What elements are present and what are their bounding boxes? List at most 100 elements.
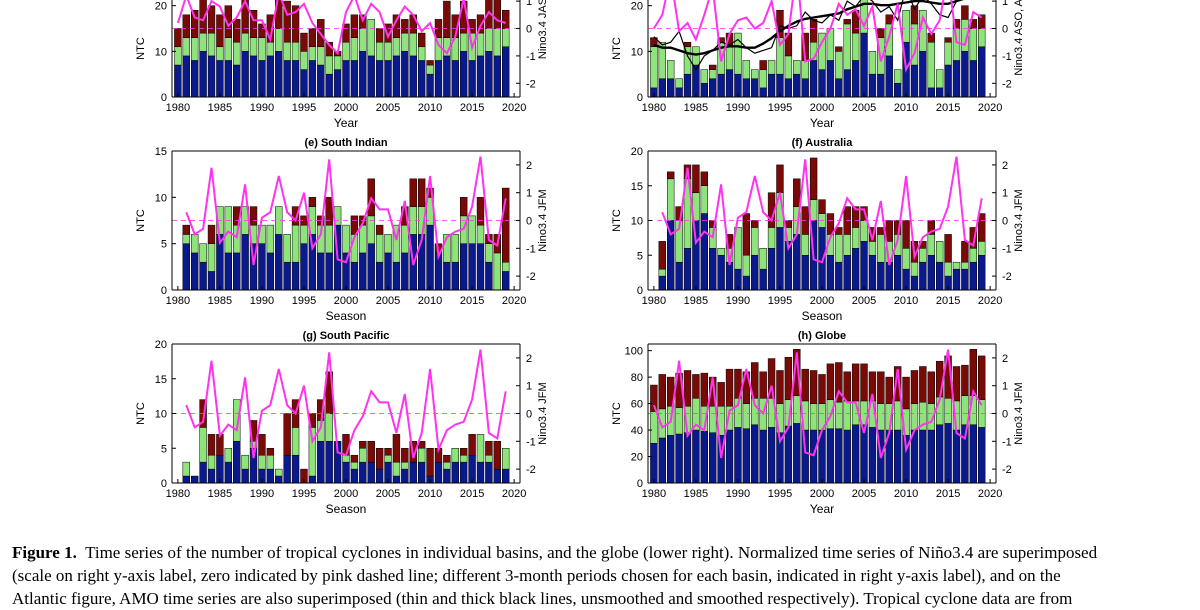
x-tick-label-d-1995: 1995 — [768, 102, 792, 114]
bar-c-2000-blue — [342, 60, 350, 98]
x-tick-label-g-2015: 2015 — [460, 488, 484, 500]
bar-h-1995-red — [776, 370, 784, 404]
bar-h-2007-red — [877, 371, 885, 404]
y2-tick-label-g-0: 0 — [526, 409, 532, 421]
panel-e: 1980 1985 1990 1995 2000 2005 2010 2015 20200510… — [135, 137, 549, 323]
x-tick-label-e-1995: 1995 — [292, 295, 316, 307]
y-axis-label-e: NTC — [135, 209, 147, 232]
bar-e-1984-green — [207, 243, 216, 272]
x-tick-label-c-2020: 2020 — [502, 102, 526, 114]
bar-c-1997-green — [317, 46, 325, 66]
bar-g-1998-green — [325, 413, 333, 442]
bar-c-1997-blue — [317, 64, 325, 98]
bar-h-2009-red — [893, 366, 902, 402]
y2-tick-label-f-0: 0 — [1002, 216, 1008, 228]
y2-axis-label-f: Nino3.4 JFM — [1013, 189, 1025, 251]
bar-e-2000-green — [342, 224, 350, 254]
bar-e-1995-green — [300, 224, 308, 244]
bar-g-1984-red — [207, 434, 216, 456]
bar-f-2011-green — [910, 261, 919, 277]
bar-g-2019-blue — [502, 468, 510, 484]
bar-e-2019-blue — [502, 271, 510, 291]
bar-h-1991-green — [742, 403, 751, 429]
bar-e-2009-red — [417, 178, 426, 207]
bar-f-1983-blue — [675, 261, 683, 291]
bar-c-2003-blue — [367, 55, 375, 98]
bar-c-1987-green — [233, 41, 241, 66]
y2-axis-label-d: Nino3.4 ASO, AMO — [1013, 0, 1025, 76]
bar-c-1993-red — [283, 0, 291, 43]
bar-e-1981-red — [182, 224, 190, 235]
bar-d-1984-blue — [683, 73, 692, 98]
bar-f-1990-green — [734, 227, 742, 270]
bar-g-1983-green — [199, 427, 207, 463]
bar-d-1981-blue — [658, 78, 666, 98]
bar-e-1981-blue — [182, 243, 190, 291]
bar-h-1994-red — [767, 358, 776, 399]
bar-e-1982-green — [191, 234, 199, 254]
bar-h-1990-red — [734, 368, 742, 399]
bar-h-2006-blue — [868, 427, 877, 484]
bar-f-1989-blue — [725, 261, 734, 291]
bar-h-2016-blue — [952, 429, 961, 484]
bar-c-1994-green — [291, 41, 300, 61]
bar-e-2017-blue — [485, 261, 493, 291]
bar-d-2001-blue — [826, 60, 835, 98]
bar-c-2000-green — [342, 41, 350, 61]
bar-g-1987-green — [233, 399, 241, 442]
bar-f-2016-green — [952, 261, 961, 270]
bar-d-1981-green — [658, 41, 666, 79]
y-axis-label-d: NTC — [611, 37, 623, 60]
bar-f-2013-green — [927, 234, 935, 256]
bar-h-2014-blue — [935, 424, 944, 484]
bar-g-1988-green — [241, 454, 249, 470]
bar-g-2006-green — [392, 461, 401, 477]
x-tick-label-e-1980: 1980 — [166, 295, 190, 307]
bar-c-2009-blue — [417, 60, 426, 98]
bar-f-2018-green — [969, 248, 977, 263]
x-tick-label-d-1985: 1985 — [684, 102, 708, 114]
bar-f-1999-red — [809, 157, 818, 200]
bar-f-1985-red — [692, 164, 700, 193]
y2-tick-label-c-0: 0 — [526, 24, 532, 36]
bar-g-1987-blue — [233, 441, 241, 484]
bar-c-1982-blue — [191, 60, 199, 98]
x-tick-label-c-1995: 1995 — [292, 102, 316, 114]
bar-h-2011-red — [910, 370, 919, 404]
bar-f-1991-red — [742, 213, 751, 256]
bar-f-2007-blue — [877, 261, 885, 291]
x-tick-label-h-2020: 2020 — [978, 488, 1002, 500]
bar-d-2017-red — [961, 5, 969, 20]
bar-d-2018-blue — [969, 60, 977, 98]
bar-c-1999-green — [333, 55, 342, 70]
bar-e-1991-green — [266, 224, 275, 254]
bar-c-2008-green — [409, 32, 417, 57]
bar-f-2009-blue — [893, 255, 902, 291]
bar-f-1982-green — [667, 178, 675, 221]
bar-c-1984-blue — [207, 55, 216, 98]
bar-e-2004-green — [375, 234, 384, 263]
bar-e-1990-blue — [258, 243, 266, 291]
bar-g-2001-green — [350, 461, 359, 470]
x-tick-label-f-1985: 1985 — [684, 295, 708, 307]
bar-e-1986-blue — [224, 252, 233, 291]
x-tick-label-d-2005: 2005 — [852, 102, 876, 114]
bar-f-2018-blue — [969, 261, 977, 291]
bar-d-2014-blue — [935, 87, 944, 98]
x-tick-label-e-2020: 2020 — [502, 295, 526, 307]
bar-h-2002-blue — [835, 428, 843, 484]
bar-f-1998-blue — [801, 255, 809, 291]
x-tick-label-d-2015: 2015 — [936, 102, 960, 114]
bar-f-2014-green — [935, 241, 944, 263]
y2-tick-label-e--1: -1 — [526, 243, 536, 255]
caption-line-1: Figure 1. Time series of the number of t… — [12, 541, 1192, 564]
x-tick-label-f-2005: 2005 — [852, 295, 876, 307]
bar-g-1984-green — [207, 454, 216, 470]
bar-c-1987-red — [233, 19, 241, 43]
bar-d-1991-green — [742, 60, 751, 79]
bar-d-2015-blue — [944, 64, 952, 98]
bar-f-2005-green — [860, 220, 868, 242]
y2-tick-label-c--1: -1 — [526, 51, 536, 63]
bar-e-1983-green — [199, 243, 207, 263]
bar-c-1996-red — [308, 28, 317, 48]
